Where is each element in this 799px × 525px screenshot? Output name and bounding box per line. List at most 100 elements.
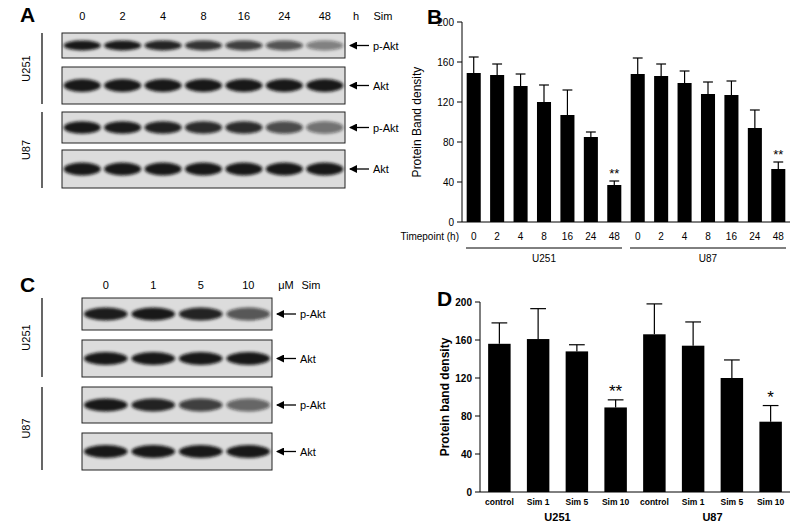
error-stem — [661, 64, 662, 76]
blot-band — [64, 41, 101, 51]
error-cap — [685, 321, 701, 322]
y-tick-label: 160 — [455, 335, 472, 346]
error-stem — [576, 345, 577, 352]
error-stem — [637, 58, 638, 74]
y-tick — [475, 416, 480, 417]
error-cap — [727, 80, 737, 81]
error-stem — [497, 64, 498, 75]
x-tick-label: 4 — [682, 231, 688, 242]
x-axis — [480, 492, 790, 493]
blot-band — [179, 352, 223, 365]
x-tick-label: 2 — [494, 231, 500, 242]
error-stem — [754, 110, 755, 128]
marks — [467, 57, 786, 222]
blot-band — [225, 79, 262, 92]
error-bar — [569, 345, 585, 352]
blot-strip — [82, 340, 272, 377]
band-arrow — [350, 45, 369, 46]
western-blot: A0248162448hSimp-AktAktU251p-AktAktU87 — [20, 3, 399, 188]
error-cap — [530, 308, 546, 309]
y-axis — [462, 22, 463, 222]
blot-band — [131, 308, 175, 321]
group-line — [466, 248, 622, 249]
lane-label: 4 — [160, 10, 166, 22]
blot-band — [225, 41, 262, 51]
lane-label: 16 — [238, 10, 250, 22]
y-tick-label: 80 — [461, 411, 473, 422]
blot-band — [84, 399, 128, 412]
figure: B04080120160200Protein Band density**024… — [0, 0, 799, 525]
error-cap — [680, 70, 690, 71]
x-axis-label: Timepoint (h) — [400, 231, 459, 242]
y-tick — [457, 22, 462, 23]
x-tick-label: 8 — [705, 231, 711, 242]
blot-band — [179, 399, 223, 412]
western-blot: C01510μMSimp-AktAktU251p-AktAktU87 — [20, 273, 326, 470]
error-cap — [703, 81, 713, 82]
error-cap — [569, 344, 585, 345]
y-tick-label: 40 — [443, 177, 455, 188]
y-axis-label: Protein Band density — [410, 67, 424, 178]
blot-band — [144, 121, 181, 133]
x-tick-label: 2 — [658, 231, 664, 242]
blot-band — [179, 445, 223, 458]
y-tick-label: 200 — [437, 17, 454, 28]
error-stem — [538, 309, 539, 339]
band-label: Akt — [300, 446, 316, 458]
x-tick-label: Sim 10 — [757, 497, 785, 507]
bar — [488, 344, 510, 492]
error-bar — [539, 85, 549, 102]
cell-line-label: U251 — [20, 55, 32, 81]
panel-letter: D — [437, 287, 452, 310]
error-bar — [647, 304, 663, 334]
lane-label: 0 — [79, 10, 85, 22]
x-tick-label: 48 — [609, 231, 621, 242]
lane-label: 24 — [278, 10, 290, 22]
bar — [527, 339, 549, 492]
cell-line-label: U251 — [20, 324, 32, 350]
unit-label: h — [353, 10, 359, 22]
blot-band — [104, 79, 141, 92]
treatment-label: Sim — [302, 279, 321, 291]
blot-band — [185, 41, 222, 51]
y-tick — [457, 102, 462, 103]
cell-line-bracket — [41, 387, 42, 470]
error-stem — [770, 406, 771, 422]
error-cap — [586, 131, 596, 132]
blot-band — [185, 121, 222, 133]
error-bar — [703, 82, 713, 94]
blot-band — [64, 79, 101, 92]
band-arrow — [277, 451, 296, 452]
blot-band — [226, 308, 270, 321]
blot-strip — [62, 33, 345, 58]
y-tick — [457, 142, 462, 143]
blot-band — [226, 352, 270, 365]
error-bar — [750, 110, 760, 128]
band-label: p-Akt — [300, 399, 326, 411]
band-arrow — [350, 85, 369, 86]
error-bar — [773, 162, 783, 169]
blot-band — [179, 308, 223, 321]
error-bar — [492, 323, 508, 344]
group-label: U251 — [544, 511, 570, 523]
error-bar — [608, 400, 624, 408]
cell-line-label: U87 — [20, 418, 32, 438]
lane-label: 0 — [103, 279, 109, 291]
blot-band — [225, 163, 262, 176]
error-cap — [656, 63, 666, 64]
y-tick-label: 40 — [461, 449, 473, 460]
x-tick-label: Sim 5 — [566, 497, 589, 507]
band-label: p-Akt — [373, 40, 399, 52]
band-label: Akt — [373, 80, 389, 92]
error-stem — [615, 400, 616, 408]
bar — [724, 95, 738, 222]
bar — [490, 75, 504, 222]
blot-strip — [62, 150, 345, 188]
error-bar — [492, 64, 502, 75]
blot-strip — [62, 112, 345, 143]
bar — [748, 128, 762, 222]
x-tick-label: 24 — [585, 231, 597, 242]
marks — [488, 304, 782, 492]
y-tick-label: 0 — [466, 487, 472, 498]
bar — [678, 83, 692, 222]
